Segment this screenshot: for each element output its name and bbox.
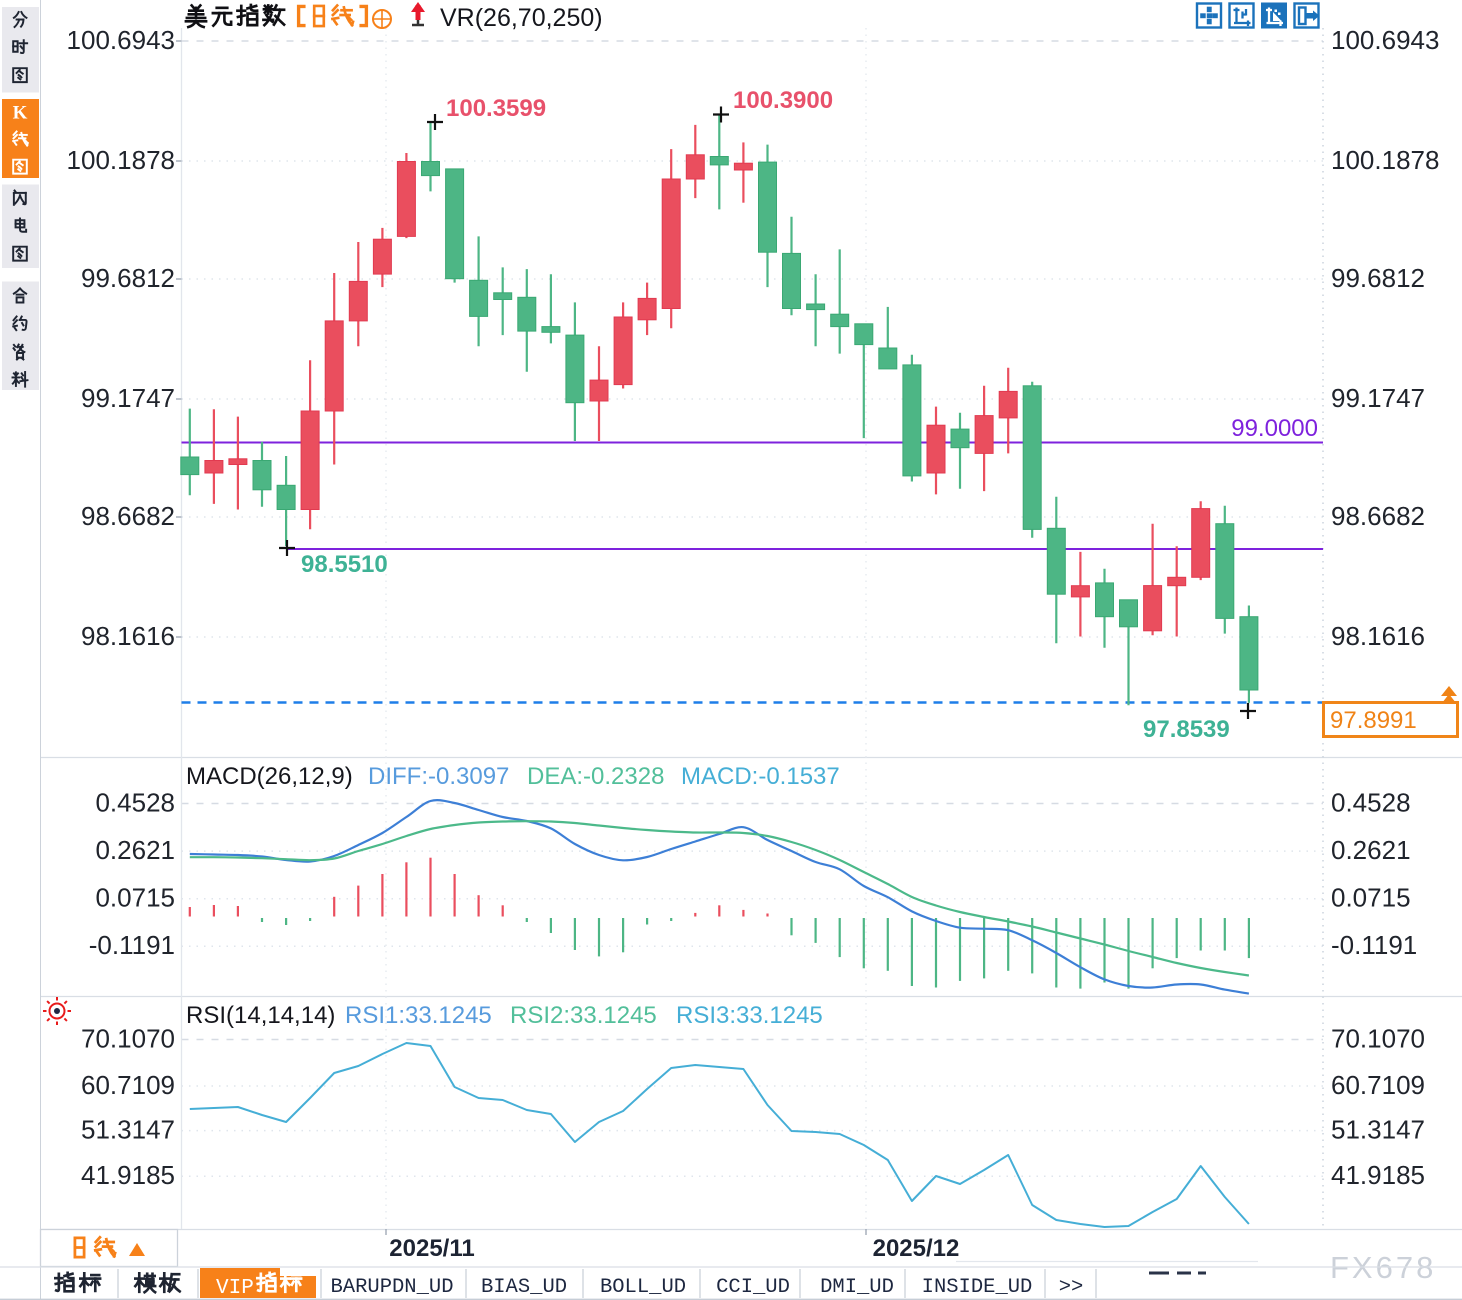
svg-text:98.6682: 98.6682	[81, 501, 175, 531]
svg-text:0.4528: 0.4528	[1331, 788, 1411, 818]
svg-text:RSI3:33.1245: RSI3:33.1245	[676, 1002, 823, 1029]
svg-text:100.6943: 100.6943	[67, 25, 175, 55]
svg-text:BOLL_UD: BOLL_UD	[600, 1276, 686, 1299]
svg-text:>>: >>	[1059, 1276, 1084, 1299]
svg-text:41.9185: 41.9185	[1331, 1160, 1425, 1190]
svg-text:K: K	[13, 103, 28, 124]
svg-text:DMI_UD: DMI_UD	[820, 1276, 894, 1299]
svg-text:2025/12: 2025/12	[873, 1235, 960, 1262]
svg-text:98.6682: 98.6682	[1331, 501, 1425, 531]
svg-text:CCI_UD: CCI_UD	[716, 1276, 790, 1299]
svg-text:0.0715: 0.0715	[95, 883, 175, 913]
svg-text:99.1747: 99.1747	[81, 383, 175, 413]
svg-text:RSI(14,14,14): RSI(14,14,14)	[186, 1002, 335, 1029]
svg-text:VR(26,70,250): VR(26,70,250)	[440, 4, 603, 32]
svg-text:RSI1:33.1245: RSI1:33.1245	[345, 1002, 492, 1029]
svg-text:2025/11: 2025/11	[389, 1235, 474, 1262]
svg-text:51.3147: 51.3147	[81, 1115, 175, 1145]
svg-text:98.1616: 98.1616	[81, 621, 175, 651]
svg-text:0.4528: 0.4528	[95, 788, 175, 818]
svg-text:100.3900: 100.3900	[733, 87, 833, 114]
svg-text:100.1878: 100.1878	[67, 145, 175, 175]
svg-text:DEA:-0.2328: DEA:-0.2328	[527, 763, 664, 790]
svg-text:0.0715: 0.0715	[1331, 883, 1411, 913]
svg-text:MACD(26,12,9): MACD(26,12,9)	[186, 763, 353, 790]
svg-text:98.1616: 98.1616	[1331, 621, 1425, 651]
svg-text:BARUPDN_UD: BARUPDN_UD	[330, 1276, 453, 1299]
svg-text:60.7109: 60.7109	[81, 1070, 175, 1100]
svg-text:70.1070: 70.1070	[81, 1024, 175, 1054]
svg-text:99.0000: 99.0000	[1231, 415, 1318, 442]
svg-text:60.7109: 60.7109	[1331, 1070, 1425, 1100]
svg-text:97.8539: 97.8539	[1143, 716, 1230, 743]
svg-text:VIP: VIP	[216, 1277, 254, 1300]
svg-text:BIAS_UD: BIAS_UD	[481, 1276, 567, 1299]
svg-text:DIFF:-0.3097: DIFF:-0.3097	[368, 763, 509, 790]
svg-text:-0.1191: -0.1191	[89, 930, 175, 960]
svg-text:0.2621: 0.2621	[1331, 835, 1411, 865]
svg-text:98.5510: 98.5510	[301, 551, 388, 578]
svg-text:100.3599: 100.3599	[446, 95, 546, 122]
svg-text:INSIDE_UD: INSIDE_UD	[922, 1276, 1033, 1299]
svg-text:MACD:-0.1537: MACD:-0.1537	[681, 763, 840, 790]
svg-text:100.1878: 100.1878	[1331, 145, 1439, 175]
svg-text:99.1747: 99.1747	[1331, 383, 1425, 413]
svg-text:-0.1191: -0.1191	[1331, 930, 1417, 960]
svg-text:RSI2:33.1245: RSI2:33.1245	[510, 1002, 657, 1029]
svg-text:70.1070: 70.1070	[1331, 1024, 1425, 1054]
svg-text:0.2621: 0.2621	[95, 835, 175, 865]
svg-text:100.6943: 100.6943	[1331, 25, 1439, 55]
svg-text:41.9185: 41.9185	[81, 1160, 175, 1190]
svg-text:99.6812: 99.6812	[81, 263, 175, 293]
svg-text:97.8991: 97.8991	[1330, 707, 1417, 734]
svg-text:51.3147: 51.3147	[1331, 1115, 1425, 1145]
svg-text:99.6812: 99.6812	[1331, 263, 1425, 293]
